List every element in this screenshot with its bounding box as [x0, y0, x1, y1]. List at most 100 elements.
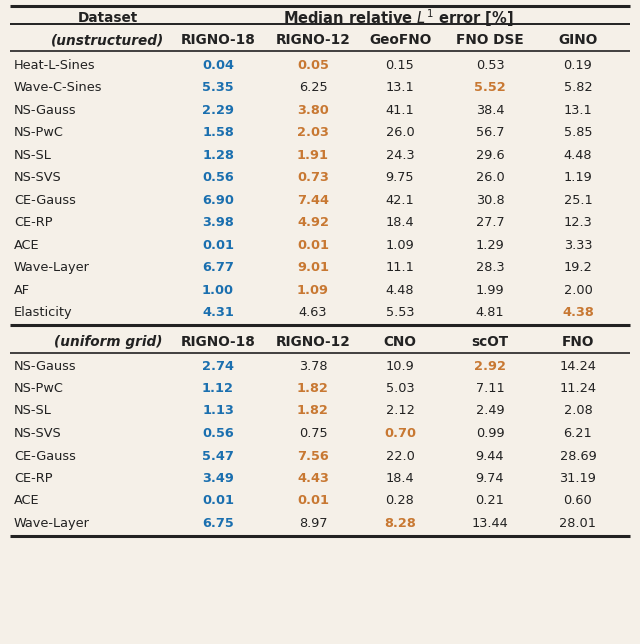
Text: 9.44: 9.44 — [476, 450, 504, 462]
Text: 0.56: 0.56 — [202, 171, 234, 184]
Text: 9.74: 9.74 — [476, 472, 504, 485]
Text: 26.0: 26.0 — [476, 171, 504, 184]
Text: CE-RP: CE-RP — [14, 472, 52, 485]
Text: 11.1: 11.1 — [385, 261, 415, 274]
Text: FNO DSE: FNO DSE — [456, 33, 524, 47]
Text: 3.49: 3.49 — [202, 472, 234, 485]
Text: 28.69: 28.69 — [559, 450, 596, 462]
Text: NS-Gauss: NS-Gauss — [14, 104, 77, 117]
Text: 0.99: 0.99 — [476, 427, 504, 440]
Text: RIGNO-18: RIGNO-18 — [180, 335, 255, 349]
Text: 26.0: 26.0 — [386, 126, 414, 139]
Text: 4.48: 4.48 — [386, 283, 414, 296]
Text: 8.97: 8.97 — [299, 517, 327, 530]
Text: 2.74: 2.74 — [202, 359, 234, 372]
Text: AF: AF — [14, 283, 30, 296]
Text: 1.09: 1.09 — [386, 238, 414, 252]
Text: 2.29: 2.29 — [202, 104, 234, 117]
Text: 0.56: 0.56 — [202, 427, 234, 440]
Text: 30.8: 30.8 — [476, 193, 504, 207]
Text: 4.38: 4.38 — [562, 306, 594, 319]
Text: 41.1: 41.1 — [386, 104, 414, 117]
Text: 0.75: 0.75 — [299, 427, 327, 440]
Text: 5.35: 5.35 — [202, 81, 234, 94]
Text: 1.82: 1.82 — [297, 404, 329, 417]
Text: 11.24: 11.24 — [559, 382, 596, 395]
Text: 19.2: 19.2 — [564, 261, 593, 274]
Text: RIGNO-18: RIGNO-18 — [180, 33, 255, 47]
Text: Median relative $L^1$ error [%]: Median relative $L^1$ error [%] — [283, 7, 513, 29]
Text: 0.01: 0.01 — [202, 495, 234, 507]
Text: 0.21: 0.21 — [476, 495, 504, 507]
Text: 5.85: 5.85 — [564, 126, 592, 139]
Text: 0.53: 0.53 — [476, 59, 504, 71]
Text: 0.70: 0.70 — [384, 427, 416, 440]
Text: (uniform grid): (uniform grid) — [54, 335, 163, 349]
Text: Wave-Layer: Wave-Layer — [14, 261, 90, 274]
Text: 9.01: 9.01 — [297, 261, 329, 274]
Text: 6.90: 6.90 — [202, 193, 234, 207]
Text: 13.44: 13.44 — [472, 517, 508, 530]
Text: 28.01: 28.01 — [559, 517, 596, 530]
Text: 1.82: 1.82 — [297, 382, 329, 395]
Text: 5.47: 5.47 — [202, 450, 234, 462]
Text: Wave-Layer: Wave-Layer — [14, 517, 90, 530]
Text: 13.1: 13.1 — [564, 104, 593, 117]
Text: 5.03: 5.03 — [386, 382, 414, 395]
Text: 1.29: 1.29 — [476, 238, 504, 252]
Text: 0.60: 0.60 — [564, 495, 593, 507]
Text: 42.1: 42.1 — [386, 193, 414, 207]
Text: 5.53: 5.53 — [386, 306, 414, 319]
Text: NS-SL: NS-SL — [14, 149, 52, 162]
Text: 0.05: 0.05 — [297, 59, 329, 71]
Text: 10.9: 10.9 — [386, 359, 414, 372]
Text: 2.92: 2.92 — [474, 359, 506, 372]
Text: Wave-C-Sines: Wave-C-Sines — [14, 81, 102, 94]
Text: 1.09: 1.09 — [297, 283, 329, 296]
Text: CE-Gauss: CE-Gauss — [14, 193, 76, 207]
Text: 4.48: 4.48 — [564, 149, 592, 162]
Text: 31.19: 31.19 — [559, 472, 596, 485]
Text: NS-SL: NS-SL — [14, 404, 52, 417]
Text: 56.7: 56.7 — [476, 126, 504, 139]
Text: 18.4: 18.4 — [386, 216, 414, 229]
Text: NS-SVS: NS-SVS — [14, 171, 61, 184]
Text: 14.24: 14.24 — [559, 359, 596, 372]
Text: scOT: scOT — [472, 335, 509, 349]
Text: CE-Gauss: CE-Gauss — [14, 450, 76, 462]
Text: NS-Gauss: NS-Gauss — [14, 359, 77, 372]
Text: 1.12: 1.12 — [202, 382, 234, 395]
Text: 12.3: 12.3 — [564, 216, 593, 229]
Text: 5.52: 5.52 — [474, 81, 506, 94]
Text: 1.13: 1.13 — [202, 404, 234, 417]
Text: 0.15: 0.15 — [386, 59, 414, 71]
Text: 1.00: 1.00 — [202, 283, 234, 296]
Text: ACE: ACE — [14, 238, 40, 252]
Text: 6.75: 6.75 — [202, 517, 234, 530]
Text: Elasticity: Elasticity — [14, 306, 72, 319]
Text: 1.19: 1.19 — [564, 171, 593, 184]
Text: CE-RP: CE-RP — [14, 216, 52, 229]
Text: 7.56: 7.56 — [297, 450, 329, 462]
Text: 0.01: 0.01 — [202, 238, 234, 252]
Text: 4.43: 4.43 — [297, 472, 329, 485]
Text: 2.12: 2.12 — [385, 404, 415, 417]
Text: 38.4: 38.4 — [476, 104, 504, 117]
Text: 2.08: 2.08 — [564, 404, 593, 417]
Text: 9.75: 9.75 — [386, 171, 414, 184]
Text: 6.25: 6.25 — [299, 81, 327, 94]
Text: 4.31: 4.31 — [202, 306, 234, 319]
Text: 0.28: 0.28 — [386, 495, 414, 507]
Text: GeoFNO: GeoFNO — [369, 33, 431, 47]
Text: FNO: FNO — [562, 335, 594, 349]
Text: Heat-L-Sines: Heat-L-Sines — [14, 59, 95, 71]
Text: 28.3: 28.3 — [476, 261, 504, 274]
Text: 1.58: 1.58 — [202, 126, 234, 139]
Text: 7.44: 7.44 — [297, 193, 329, 207]
Text: 24.3: 24.3 — [386, 149, 414, 162]
Text: 29.6: 29.6 — [476, 149, 504, 162]
Text: 8.28: 8.28 — [384, 517, 416, 530]
Text: 4.81: 4.81 — [476, 306, 504, 319]
Text: 2.00: 2.00 — [564, 283, 593, 296]
Text: 6.77: 6.77 — [202, 261, 234, 274]
